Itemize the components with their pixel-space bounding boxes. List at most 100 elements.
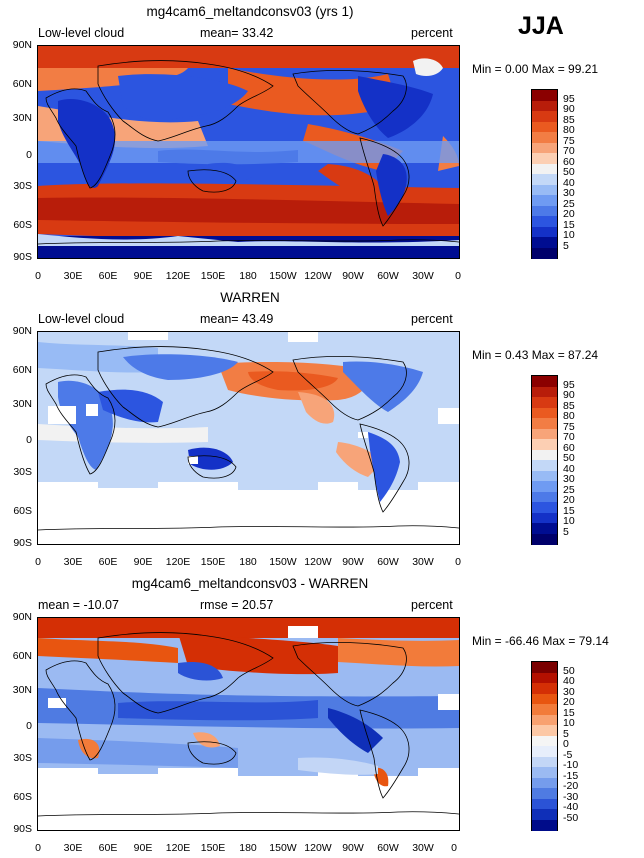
- lon-tick: 120W: [304, 842, 332, 854]
- lon-tick: 0: [35, 842, 41, 854]
- lon-tick: 60E: [98, 842, 118, 854]
- lat-tick: 90N: [12, 39, 32, 51]
- colorbar-swatch: [532, 714, 557, 726]
- lon-tick: 180: [239, 556, 257, 568]
- lon-tick: 60E: [98, 270, 118, 282]
- lat-tick: 60N: [12, 650, 32, 662]
- colorbar-label: 50: [563, 664, 575, 677]
- colorbar-label: -10: [563, 759, 579, 771]
- colorbar-swatch: [532, 247, 557, 259]
- lon-tick: 150E: [200, 270, 226, 282]
- colorbar-label: 90: [563, 103, 575, 115]
- panel-1-mean-label: mean= 33.42: [200, 26, 274, 40]
- colorbar-label: 50: [563, 166, 575, 178]
- lon-tick: 60E: [98, 556, 118, 568]
- lon-tick: 90W: [342, 270, 364, 282]
- lon-tick: 120E: [165, 842, 191, 854]
- panel-1-map-field: [38, 46, 459, 258]
- panel-2-title: WARREN: [220, 290, 280, 305]
- panel-1-colorbar: [531, 89, 558, 259]
- colorbar-label: 20: [563, 208, 575, 220]
- colorbar-label: 80: [563, 410, 575, 422]
- colorbar-swatch: [532, 788, 557, 799]
- lon-tick: 120W: [304, 270, 332, 282]
- lon-tick: 180: [239, 842, 257, 854]
- colorbar-label: 40: [563, 462, 575, 475]
- lon-tick: 30W: [412, 556, 434, 568]
- lon-tick: 150W: [269, 556, 297, 568]
- colorbar-swatch: [532, 725, 557, 736]
- colorbar-swatch: [532, 767, 557, 778]
- colorbar-swatch: [532, 418, 557, 429]
- lon-tick: 30W: [412, 270, 434, 282]
- lat-tick: 30N: [12, 684, 32, 696]
- lon-tick: 150E: [200, 842, 226, 854]
- colorbar-swatch: [532, 226, 557, 238]
- lat-tick: 60N: [12, 364, 32, 376]
- colorbar-swatch: [532, 142, 557, 154]
- lon-tick: 90W: [342, 556, 364, 568]
- lon-tick: 0: [35, 270, 41, 282]
- lon-tick: 30E: [63, 270, 83, 282]
- lat-tick: 60S: [13, 791, 32, 803]
- panel-2-coastlines: [38, 346, 459, 531]
- colorbar-label: -40: [563, 801, 579, 813]
- lat-tick: 60N: [12, 78, 32, 90]
- colorbar-label: 75: [563, 134, 575, 147]
- colorbar-label: 85: [563, 399, 575, 412]
- lon-tick: 150W: [269, 842, 297, 854]
- colorbar-label: -5: [563, 748, 573, 761]
- lon-tick: 120W: [304, 556, 332, 568]
- colorbar-swatch: [532, 672, 557, 684]
- colorbar-swatch: [532, 746, 557, 757]
- panel-3-mean-label: mean = -10.07: [38, 598, 119, 612]
- colorbar-label: 60: [563, 441, 575, 454]
- colorbar-label: 80: [563, 124, 575, 136]
- panel-1-title: mg4cam6_meltandconsv03 (yrs 1): [146, 4, 354, 19]
- lon-tick: 60W: [377, 270, 399, 282]
- colorbar-swatch: [532, 205, 557, 217]
- colorbar-label: 40: [563, 675, 575, 687]
- colorbar-swatch: [532, 756, 557, 768]
- colorbar-label: 20: [563, 696, 575, 708]
- panel-3-coastlines: [38, 632, 459, 817]
- colorbar-label: -50: [563, 811, 579, 824]
- colorbar-swatch: [532, 121, 557, 133]
- lon-tick: 90E: [133, 270, 153, 282]
- colorbar-swatch: [532, 153, 557, 164]
- panel-2-map: [37, 331, 460, 545]
- panel-2-units-label: percent: [411, 312, 453, 326]
- colorbar-swatch: [532, 735, 557, 747]
- lon-tick: 120E: [165, 556, 191, 568]
- panel-2-variable-label: Low-level cloud: [38, 312, 125, 326]
- colorbar-swatch: [532, 460, 557, 471]
- colorbar-label: 15: [563, 706, 575, 719]
- lon-tick: 150E: [200, 556, 226, 568]
- colorbar-label: -15: [563, 769, 579, 782]
- lat-tick: 30S: [13, 752, 32, 764]
- panel-3-rmse-label: rmse = 20.57: [200, 598, 274, 612]
- lat-tick: 30S: [13, 180, 32, 192]
- colorbar-swatch: [532, 491, 557, 503]
- colorbar-label: 5: [563, 525, 569, 538]
- panel-1-min-max: Min = 0.00 Max = 99.21: [472, 62, 599, 76]
- colorbar-label: 10: [563, 717, 575, 729]
- lat-tick: 90N: [12, 611, 32, 623]
- panel-2-mean-label: mean= 43.49: [200, 312, 274, 326]
- colorbar-swatch: [532, 809, 557, 820]
- colorbar-label: 0: [563, 738, 569, 750]
- colorbar-label: 20: [563, 494, 575, 506]
- colorbar-label: 5: [563, 239, 569, 252]
- colorbar-label: 30: [563, 685, 575, 698]
- panel-3-colorbar: [531, 661, 558, 831]
- colorbar-swatch: [532, 100, 557, 112]
- colorbar-swatch: [532, 502, 557, 513]
- lon-tick: 60W: [377, 842, 399, 854]
- colorbar-swatch: [532, 174, 557, 185]
- colorbar-swatch: [532, 481, 557, 492]
- colorbar-swatch: [532, 819, 557, 831]
- colorbar-label: 30: [563, 187, 575, 199]
- lon-tick: 90E: [133, 556, 153, 568]
- lat-tick: 60S: [13, 219, 32, 231]
- colorbar-swatch: [532, 386, 557, 398]
